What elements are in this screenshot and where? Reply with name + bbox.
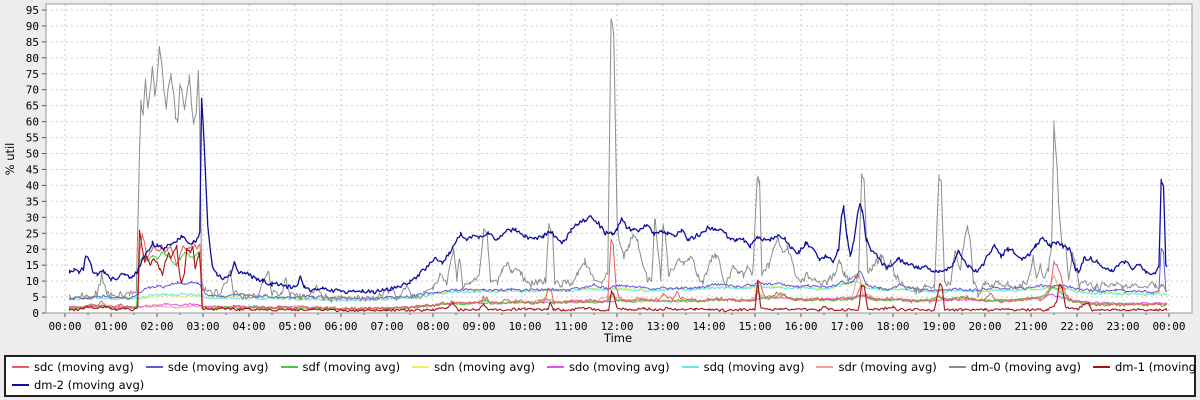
- x-tick-labels: 00:00 01:00 02:00 03:00 04:00 05:00 06:00 07:00…: [48, 320, 1185, 333]
- legend-item-sdq: sdq (moving avg): [681, 359, 805, 375]
- utilization-chart: 0 5 10 15 20 25 30 35 40 45 50 55 60 65 70 75 80 85 90 95 00…: [3, 3, 1193, 345]
- legend-row: sdc (moving avg) sde (moving avg) sdf (mov…: [12, 358, 1200, 376]
- series-dm-1: [69, 229, 1168, 313]
- svg-text:15: 15: [26, 259, 39, 272]
- legend-label: sde (moving avg): [167, 360, 269, 374]
- svg-text:17:00: 17:00: [830, 320, 863, 333]
- series-dm-2: [68, 97, 1168, 295]
- legend-label: sdr (moving avg): [838, 360, 937, 374]
- svg-text:10:00: 10:00: [508, 320, 541, 333]
- x-axis-title: Time: [603, 331, 632, 345]
- legend-item-sdn: sdn (moving avg): [412, 359, 535, 375]
- legend: sdc (moving avg) sde (moving avg) sdf (mov…: [4, 355, 1200, 397]
- plot-area: [46, 4, 1192, 313]
- series-dm-0: [69, 18, 1168, 303]
- legend-label: dm-2 (moving avg): [34, 378, 145, 392]
- svg-text:95: 95: [26, 4, 39, 17]
- svg-text:10: 10: [26, 275, 39, 288]
- y-tick-labels: 0 5 10 15 20 25 30 35 40 45 50 55 60 65 70 75 80 85 90 95: [26, 4, 39, 320]
- svg-text:19:00: 19:00: [922, 320, 955, 333]
- legend-swatch-dm-2: [12, 384, 29, 386]
- legend-label: dm-0 (moving avg): [970, 360, 1081, 374]
- legend-label: dm-1 (moving avg): [1114, 360, 1200, 374]
- svg-text:03:00: 03:00: [186, 320, 219, 333]
- legend-swatch-dm-1: [1092, 366, 1110, 368]
- legend-label: sdq (moving avg): [703, 360, 805, 374]
- svg-text:15:00: 15:00: [738, 320, 771, 333]
- legend-swatch-sdq: [681, 366, 699, 368]
- svg-text:0: 0: [32, 307, 39, 320]
- svg-text:75: 75: [26, 68, 39, 81]
- legend-row: dm-2 (moving avg): [12, 376, 1188, 394]
- legend-swatch-sdo: [547, 366, 564, 368]
- svg-text:20: 20: [26, 243, 39, 256]
- svg-text:60: 60: [26, 116, 39, 129]
- svg-text:05:00: 05:00: [278, 320, 311, 333]
- svg-text:23:00: 23:00: [1106, 320, 1139, 333]
- svg-text:16:00: 16:00: [784, 320, 817, 333]
- svg-text:20:00: 20:00: [968, 320, 1001, 333]
- svg-text:35: 35: [26, 195, 39, 208]
- svg-text:5: 5: [32, 291, 39, 304]
- legend-swatch-sde: [145, 366, 163, 368]
- svg-text:13:00: 13:00: [646, 320, 679, 333]
- svg-text:25: 25: [26, 227, 39, 240]
- svg-text:18:00: 18:00: [876, 320, 909, 333]
- y-axis-title: % util: [3, 143, 17, 176]
- plot-border: [45, 3, 1193, 314]
- svg-text:65: 65: [26, 100, 39, 113]
- legend-label: sdo (moving avg): [569, 360, 670, 374]
- svg-text:09:00: 09:00: [462, 320, 495, 333]
- legend-item-sdo: sdo (moving avg): [547, 359, 670, 375]
- svg-text:45: 45: [26, 163, 39, 176]
- legend-label: sdn (moving avg): [434, 360, 535, 374]
- legend-swatch-sdr: [816, 366, 834, 368]
- svg-text:02:00: 02:00: [140, 320, 173, 333]
- svg-text:30: 30: [26, 211, 39, 224]
- legend-item-sdf: sdf (moving avg): [280, 359, 401, 375]
- axis-ticks: [42, 9, 1170, 317]
- svg-text:04:00: 04:00: [232, 320, 265, 333]
- legend-item-dm-0: dm-0 (moving avg): [948, 359, 1081, 375]
- svg-text:00:00: 00:00: [48, 320, 81, 333]
- svg-text:11:00: 11:00: [554, 320, 587, 333]
- legend-swatch-sdf: [280, 366, 298, 368]
- svg-text:55: 55: [26, 132, 39, 145]
- svg-text:07:00: 07:00: [370, 320, 403, 333]
- gridlines: [46, 4, 1192, 313]
- svg-text:90: 90: [26, 20, 39, 33]
- svg-text:00:00: 00:00: [1152, 320, 1185, 333]
- legend-item-dm-1: dm-1 (moving avg): [1092, 359, 1200, 375]
- legend-item-dm-2: dm-2 (moving avg): [12, 377, 144, 393]
- svg-text:01:00: 01:00: [94, 320, 127, 333]
- legend-swatch-dm-0: [948, 366, 966, 368]
- svg-text:06:00: 06:00: [324, 320, 357, 333]
- svg-text:80: 80: [26, 52, 39, 65]
- legend-swatch-sdn: [412, 366, 430, 368]
- svg-text:08:00: 08:00: [416, 320, 449, 333]
- svg-text:14:00: 14:00: [692, 320, 725, 333]
- legend-item-sdc: sdc (moving avg): [12, 359, 134, 375]
- legend-label: sdc (moving avg): [34, 360, 134, 374]
- svg-text:40: 40: [26, 179, 39, 192]
- legend-item-sdr: sdr (moving avg): [816, 359, 937, 375]
- legend-label: sdf (moving avg): [302, 360, 401, 374]
- legend-swatch-sdc: [12, 366, 29, 368]
- svg-text:22:00: 22:00: [1060, 320, 1093, 333]
- chart-layers: 0 5 10 15 20 25 30 35 40 45 50 55 60 65 70 75 80 85 90 95 00…: [26, 3, 1193, 333]
- svg-text:85: 85: [26, 36, 39, 49]
- legend-item-sde: sde (moving avg): [145, 359, 269, 375]
- series-sdc: [69, 233, 1168, 311]
- svg-text:70: 70: [26, 84, 39, 97]
- series-lines: [68, 18, 1168, 313]
- svg-text:12:00: 12:00: [600, 320, 633, 333]
- svg-text:50: 50: [26, 148, 39, 161]
- svg-text:21:00: 21:00: [1014, 320, 1047, 333]
